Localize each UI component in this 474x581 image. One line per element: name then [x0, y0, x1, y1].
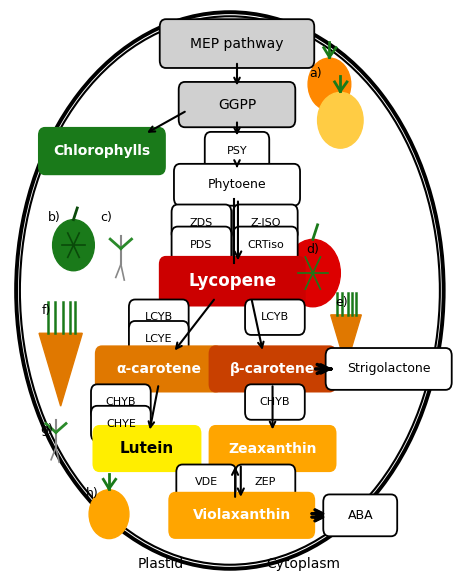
FancyBboxPatch shape	[176, 465, 236, 500]
FancyBboxPatch shape	[323, 494, 397, 536]
Text: Lutein: Lutein	[120, 441, 174, 456]
Text: Cytoplasm: Cytoplasm	[266, 557, 340, 571]
Text: Violaxanthin: Violaxanthin	[192, 508, 291, 522]
FancyBboxPatch shape	[172, 227, 231, 263]
Text: β-carotene: β-carotene	[230, 362, 315, 376]
FancyBboxPatch shape	[236, 465, 295, 500]
Polygon shape	[331, 315, 361, 367]
Text: e): e)	[335, 296, 347, 309]
Text: Lycopene: Lycopene	[188, 272, 276, 290]
FancyBboxPatch shape	[96, 346, 222, 392]
FancyBboxPatch shape	[179, 82, 295, 127]
Text: g): g)	[40, 424, 53, 436]
FancyBboxPatch shape	[160, 257, 305, 306]
FancyBboxPatch shape	[174, 164, 300, 206]
Text: CHYB: CHYB	[260, 397, 290, 407]
Text: α-carotene: α-carotene	[116, 362, 201, 376]
FancyBboxPatch shape	[245, 300, 305, 335]
Circle shape	[308, 58, 351, 110]
FancyBboxPatch shape	[129, 321, 189, 357]
FancyBboxPatch shape	[233, 205, 298, 241]
Text: CRTiso: CRTiso	[247, 239, 284, 250]
Text: ZDS: ZDS	[190, 217, 213, 228]
Text: Plastid: Plastid	[138, 557, 184, 571]
Text: Z-ISO: Z-ISO	[250, 217, 281, 228]
Text: VDE: VDE	[195, 477, 218, 487]
Text: b): b)	[48, 211, 61, 224]
Text: LCYB: LCYB	[145, 312, 173, 322]
Text: LCYE: LCYE	[145, 333, 173, 344]
FancyBboxPatch shape	[205, 132, 269, 170]
Text: GGPP: GGPP	[218, 98, 256, 112]
Text: PDS: PDS	[190, 239, 213, 250]
Text: Zeaxanthin: Zeaxanthin	[228, 442, 317, 456]
Text: d): d)	[306, 243, 319, 256]
FancyBboxPatch shape	[172, 205, 231, 241]
FancyBboxPatch shape	[129, 300, 189, 335]
FancyBboxPatch shape	[39, 128, 165, 174]
Circle shape	[89, 490, 129, 539]
Ellipse shape	[20, 16, 440, 565]
Text: CHYB: CHYB	[106, 397, 136, 407]
Text: Phytoene: Phytoene	[208, 178, 266, 191]
Polygon shape	[39, 333, 82, 406]
FancyBboxPatch shape	[169, 493, 314, 538]
FancyBboxPatch shape	[93, 426, 201, 471]
FancyBboxPatch shape	[160, 19, 314, 68]
Circle shape	[53, 220, 94, 271]
Circle shape	[318, 92, 363, 148]
FancyBboxPatch shape	[91, 406, 151, 442]
Circle shape	[285, 239, 340, 307]
FancyBboxPatch shape	[91, 385, 151, 419]
Text: ABA: ABA	[347, 509, 373, 522]
Text: f): f)	[42, 304, 51, 317]
FancyBboxPatch shape	[326, 348, 452, 390]
Text: Chlorophylls: Chlorophylls	[54, 144, 150, 158]
Text: CHYE: CHYE	[106, 418, 136, 429]
Text: LCYB: LCYB	[261, 312, 289, 322]
Text: Strigolactone: Strigolactone	[347, 363, 430, 375]
Text: a): a)	[309, 67, 321, 80]
Text: c): c)	[100, 211, 113, 224]
FancyBboxPatch shape	[210, 426, 336, 471]
FancyBboxPatch shape	[245, 385, 305, 419]
Text: ZEP: ZEP	[255, 477, 276, 487]
FancyBboxPatch shape	[210, 346, 336, 392]
FancyBboxPatch shape	[233, 227, 298, 263]
Text: MEP pathway: MEP pathway	[190, 37, 284, 51]
Text: PSY: PSY	[227, 146, 247, 156]
Text: h): h)	[86, 487, 99, 500]
